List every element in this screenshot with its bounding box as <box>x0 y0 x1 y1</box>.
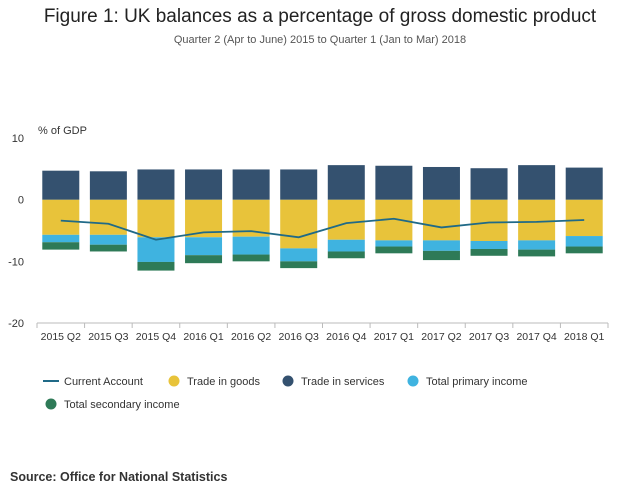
legend-label-total-primary-income: Total primary income <box>426 376 527 388</box>
bar-trade-in-services <box>422 166 460 200</box>
legend-swatch-total-secondary-income <box>45 398 57 410</box>
bar-total-primary-income <box>137 237 175 262</box>
bar-total-secondary-income <box>280 261 318 269</box>
bar-total-primary-income <box>518 240 556 250</box>
y-axis-label: % of GDP <box>38 125 87 137</box>
x-tick-label: 2016 Q3 <box>279 331 319 343</box>
bar-trade-in-services <box>470 168 508 200</box>
bar-total-primary-income <box>185 237 223 256</box>
bar-total-secondary-income <box>42 242 80 250</box>
legend-label-total-secondary-income: Total secondary income <box>64 399 180 411</box>
x-tick-label: 2016 Q2 <box>231 331 271 343</box>
legend-swatch-trade-in-services <box>282 375 294 387</box>
y-tick-label: 0 <box>18 195 24 207</box>
bar-total-primary-income <box>470 240 508 249</box>
x-tick-label: 2015 Q4 <box>136 331 176 343</box>
chart-subtitle: Quarter 2 (Apr to June) 2015 to Quarter … <box>173 34 467 46</box>
source-note: Source: Office for National Statistics <box>10 470 228 484</box>
y-tick-label: 10 <box>12 133 24 145</box>
bar-trade-in-services <box>232 169 270 200</box>
legend-label-trade-in-goods: Trade in goods <box>187 376 260 388</box>
bar-trade-in-services <box>565 167 603 200</box>
bar-total-primary-income <box>42 234 80 243</box>
bar-total-secondary-income <box>518 249 556 257</box>
bar-trade-in-services <box>280 169 318 200</box>
y-tick-label: -10 <box>8 256 24 268</box>
bar-trade-in-goods <box>137 199 175 238</box>
x-tick-label: 2018 Q1 <box>564 331 604 343</box>
bar-total-primary-income <box>280 248 318 262</box>
bar-total-secondary-income <box>375 246 413 254</box>
x-tick-label: 2017 Q2 <box>421 331 461 343</box>
bar-total-primary-income <box>327 239 365 252</box>
bar-trade-in-services <box>185 169 223 200</box>
x-tick-label: 2017 Q3 <box>469 331 509 343</box>
bar-total-primary-income <box>422 240 460 251</box>
bar-trade-in-services <box>89 171 127 200</box>
bar-trade-in-services <box>518 165 556 200</box>
bar-total-secondary-income <box>137 261 175 271</box>
x-tick-label: 2016 Q1 <box>183 331 223 343</box>
bar-trade-in-goods <box>327 199 365 240</box>
bar-total-secondary-income <box>185 255 223 264</box>
legend-swatch-trade-in-goods <box>168 375 180 387</box>
legend-swatch-total-primary-income <box>407 375 419 387</box>
bar-total-primary-income <box>565 236 603 247</box>
bar-total-primary-income <box>89 234 127 245</box>
bar-total-secondary-income <box>232 254 270 262</box>
x-tick-label: 2015 Q2 <box>41 331 81 343</box>
bar-trade-in-goods <box>422 199 460 241</box>
bar-total-primary-income <box>375 240 413 247</box>
y-tick-label: -20 <box>8 318 24 330</box>
legend-label-trade-in-services: Trade in services <box>301 376 385 388</box>
bar-total-secondary-income <box>89 244 127 252</box>
x-tick-label: 2017 Q4 <box>516 331 556 343</box>
line-current-account <box>60 217 585 241</box>
bar-trade-in-goods <box>42 199 80 235</box>
bar-trade-in-services <box>137 169 175 200</box>
bar-total-primary-income <box>232 236 270 255</box>
bar-trade-in-goods <box>470 199 508 241</box>
bar-trade-in-goods <box>518 199 556 241</box>
bar-trade-in-goods <box>89 199 127 235</box>
chart-title: Figure 1: UK balances as a percentage of… <box>43 6 597 27</box>
x-tick-label: 2016 Q4 <box>326 331 366 343</box>
bar-trade-in-goods <box>280 199 318 249</box>
bar-trade-in-services <box>42 170 80 200</box>
legend-label-current-account: Current Account <box>64 376 143 388</box>
bar-trade-in-goods <box>185 199 223 238</box>
bar-trade-in-services <box>375 165 413 200</box>
bar-trade-in-goods <box>565 199 603 237</box>
bar-total-secondary-income <box>565 246 603 254</box>
bar-total-secondary-income <box>470 249 508 256</box>
bar-total-secondary-income <box>422 250 460 261</box>
x-tick-label: 2015 Q3 <box>88 331 128 343</box>
bar-trade-in-services <box>327 165 365 200</box>
bar-total-secondary-income <box>327 251 365 259</box>
x-tick-label: 2017 Q1 <box>374 331 414 343</box>
